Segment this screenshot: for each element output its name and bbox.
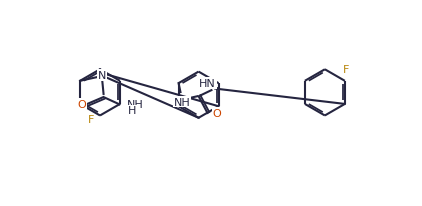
Text: O: O: [213, 108, 222, 118]
Text: N: N: [98, 71, 106, 81]
Text: F: F: [88, 115, 95, 125]
Text: NH: NH: [173, 97, 190, 107]
Text: O: O: [77, 99, 86, 109]
Text: NH: NH: [127, 99, 144, 109]
Text: F: F: [342, 64, 349, 75]
Text: H: H: [128, 106, 137, 116]
Text: HN: HN: [199, 78, 216, 88]
